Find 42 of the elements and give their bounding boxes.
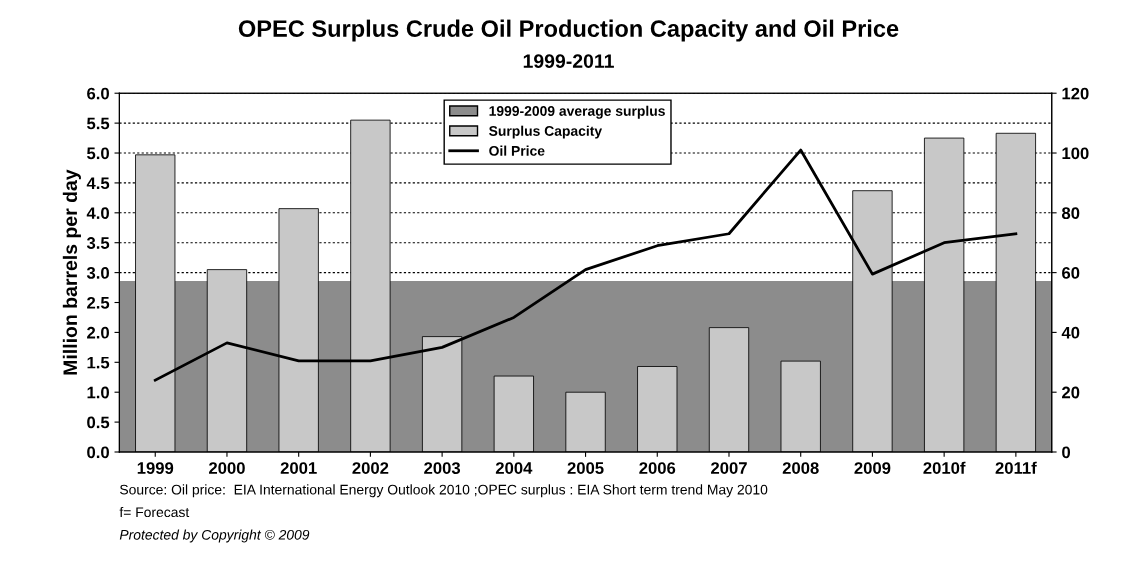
- y2-tick-label: 80: [1061, 207, 1080, 220]
- y-tick-label: 0.5: [87, 416, 110, 429]
- x-tick-label: 2008: [782, 462, 819, 474]
- chart-subtitle: 1999-2011: [523, 54, 614, 68]
- y-tick-label: 0.0: [87, 446, 109, 459]
- chart-title: OPEC Surplus Crude Oil Production Capacity and Oil Price: [238, 19, 899, 42]
- y2-tick-label: 120: [1062, 87, 1089, 100]
- y2-tick-label: 0: [1062, 446, 1071, 459]
- x-tick-label: 2003: [424, 462, 461, 474]
- source-note: Source: Oil price: EIA International Energy Outlook 2010 ;OPEC surplus : EIA Short term trend May 2010: [120, 484, 768, 498]
- x-tick-label: 2004: [495, 462, 533, 474]
- y2-tick-label: 100: [1062, 147, 1089, 160]
- legend-label: Surplus Capacity: [489, 125, 603, 139]
- y-tick-label: 1.5: [87, 356, 110, 369]
- y-tick-label: 6.0: [87, 87, 109, 100]
- y-tick-label: 5.0: [87, 147, 109, 160]
- x-tick-label: 1999: [137, 462, 174, 474]
- text: Protected by Copyright © 2009: [119, 529, 310, 543]
- y-axis-title: Million barrels per day: [62, 169, 81, 375]
- y-tick-label: 2.5: [87, 296, 110, 309]
- x-tick-label: 2001: [280, 462, 317, 474]
- y-tick-label: 5.5: [87, 117, 110, 130]
- x-tick-label: 2007: [711, 462, 747, 474]
- x-tick-label: 2000: [209, 462, 245, 474]
- y-tick-label: 3.5: [86, 237, 110, 249]
- x-tick-label: 2009: [854, 462, 891, 474]
- x-tick-label: 2006: [639, 462, 676, 474]
- y2-tick-label: 60: [1062, 267, 1080, 279]
- legend-label: 1999-2009 average surplus: [489, 105, 665, 119]
- y-tick-label: 2.0: [87, 326, 109, 339]
- y2-tick-label: 40: [1061, 326, 1080, 339]
- y-tick-label: 3.0: [86, 267, 109, 279]
- y-tick-label: 1.0: [87, 386, 109, 399]
- x-tick-label: 2002: [352, 462, 389, 474]
- x-tick-label: 2005: [567, 462, 604, 474]
- x-tick-label: 2010f: [923, 461, 966, 474]
- legend-label: Oil Price: [489, 145, 545, 156]
- y2-tick-label: 20: [1062, 386, 1080, 399]
- text: f= Forecast: [119, 506, 190, 518]
- x-tick-label: 2011f: [995, 461, 1037, 474]
- y-tick-label: 4.5: [86, 177, 110, 190]
- y-tick-label: 4.0: [86, 207, 109, 220]
